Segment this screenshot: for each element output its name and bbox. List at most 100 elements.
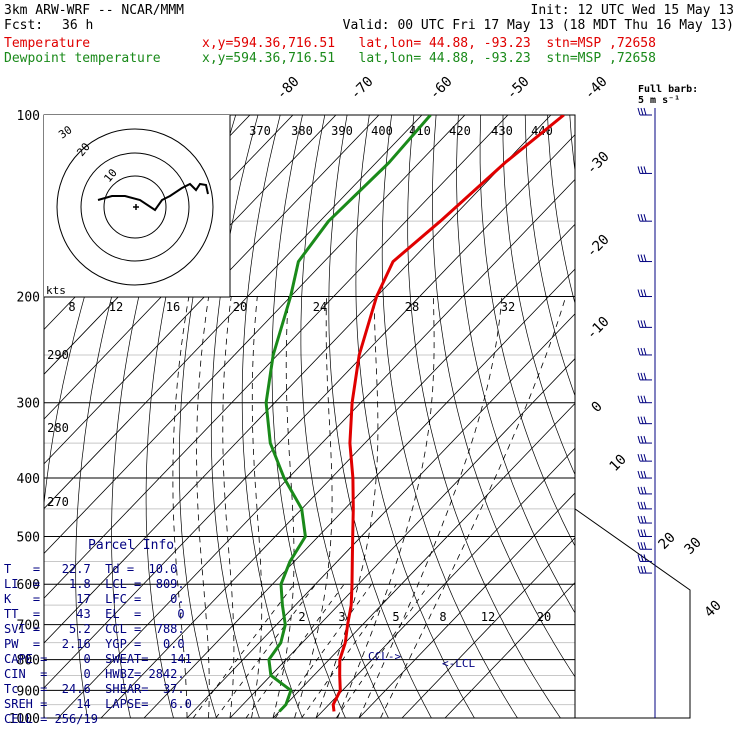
wind-barb-flag <box>637 107 641 116</box>
pressure-tick-label: 900 <box>17 684 40 699</box>
mixing-ratio-label: 20 <box>537 610 551 624</box>
wind-barb-flag <box>643 372 647 381</box>
isotherm-line <box>44 115 552 644</box>
parcel-info-row: Tc = 24.6 SHEAR= 37. <box>4 682 185 696</box>
wind-barb-flag <box>637 395 641 403</box>
theta-label: 380 <box>291 124 313 138</box>
barb-legend-line1: Full barb: <box>638 84 699 95</box>
wind-barb-flag <box>640 107 644 116</box>
wind-barb-flag <box>637 347 641 356</box>
wind-barb-flag <box>637 254 641 262</box>
barb-legend-line2: 5 m s⁻¹ <box>638 95 681 106</box>
moist-adiabat-line <box>272 296 295 718</box>
mixing-ratio-line <box>192 583 295 718</box>
wind-barb-flag <box>643 486 647 495</box>
hodograph-speed-label: 32 <box>501 300 515 314</box>
pressure-tick-label: 100 <box>17 109 40 124</box>
mixing-ratio-label: 2 <box>298 610 305 624</box>
isotherm-line <box>44 115 337 420</box>
wind-barb-flag <box>643 214 647 222</box>
wind-barb-flag <box>640 416 644 424</box>
wind-barb-flag <box>643 554 647 562</box>
wind-barb-flag <box>643 542 647 550</box>
pressure-tick-label: 600 <box>17 578 40 593</box>
wind-barb-flag <box>640 542 644 550</box>
dry-adiabat-line <box>547 115 575 305</box>
wind-barb-flag <box>637 454 641 462</box>
isotherm-line <box>44 115 423 510</box>
dry-adiabat-line <box>241 115 303 718</box>
wind-barb-flag <box>640 454 644 462</box>
isotherm-line <box>57 178 575 718</box>
pressure-tick-label: 200 <box>17 291 40 306</box>
wind-barb-flag <box>643 289 647 297</box>
wind-barb-flag <box>643 395 647 403</box>
ccl-marker-label: CCL-> <box>368 650 401 663</box>
isotherm-line <box>401 537 575 718</box>
moist-adiabat-line <box>251 296 263 718</box>
dry-adiabat-line <box>145 115 214 718</box>
wind-barb-flag <box>640 395 644 403</box>
hodograph-ring <box>56 128 214 286</box>
wind-barb-flag <box>640 289 644 297</box>
isotherm-line <box>358 492 575 718</box>
hodograph-ring <box>80 152 190 262</box>
wind-barb-flag <box>637 372 641 381</box>
theta-label: 370 <box>249 124 271 138</box>
dry-adiabat-line <box>300 115 389 718</box>
parcel-info-row: LI = 1.8 LCL = 809. <box>4 577 185 591</box>
hodograph-background <box>44 115 230 297</box>
mixing-ratio-label: 12 <box>481 610 495 624</box>
isotherm-line <box>444 582 575 718</box>
pressure-tick-label: 400 <box>17 472 40 487</box>
isotherm-label: 10 <box>607 452 630 475</box>
legend-dewpoint-label: Dewpoint temperature <box>4 51 161 66</box>
theta-label: 270 <box>47 495 69 509</box>
wind-barb-flag <box>637 554 641 562</box>
isotherm-label: -50 <box>504 74 533 103</box>
wind-barb-flag <box>637 435 641 444</box>
isotherm-line <box>229 358 575 718</box>
hodograph-ring-label: 30 <box>56 123 74 141</box>
wind-barb-flag <box>640 501 644 510</box>
wind-barb-flag <box>637 515 641 524</box>
mixing-ratio-line <box>245 583 345 718</box>
wind-barb-flag <box>637 166 641 174</box>
parcel-info-row: CELL = 256/19 <box>4 712 98 726</box>
moist-adiabat-line <box>337 296 435 718</box>
isotherm-label: 30 <box>682 535 705 558</box>
hodograph-speed-label: 12 <box>109 300 123 314</box>
isotherm-line <box>44 115 380 465</box>
mixing-ratio-line <box>301 583 397 718</box>
wind-barb-flag <box>643 501 647 510</box>
wind-barb-flag <box>637 416 641 424</box>
dry-adiabat-line <box>75 115 170 718</box>
moist-adiabat-line <box>196 296 210 718</box>
pressure-tick-label: 500 <box>17 530 40 545</box>
hodograph-speed-label: 28 <box>405 300 419 314</box>
dry-adiabat-line <box>524 115 575 397</box>
wind-barb-flag <box>637 470 641 479</box>
wind-barb-flag <box>640 254 644 262</box>
lcl-marker-label: <-LCL <box>442 657 475 670</box>
isotherm-label: 40 <box>702 598 725 621</box>
moist-adiabat-line <box>172 296 190 718</box>
wind-barb-flag <box>640 486 644 495</box>
isotherm-label: 20 <box>656 530 679 553</box>
wind-barb-flag <box>640 470 644 479</box>
wind-barb-flag <box>643 454 647 462</box>
isotherm-label: 0 <box>589 399 606 416</box>
parcel-info-row: K = 17 LFC = 0. <box>4 592 185 606</box>
dry-adiabat-line <box>44 115 147 718</box>
parcel-info-row: CIN = 0 HWBZ= 2842. <box>4 667 185 681</box>
plot-frame-extension <box>574 508 691 719</box>
dry-adiabat-line <box>178 115 237 718</box>
wind-barb-flag <box>640 320 644 328</box>
legend-dewpoint-info: x,y=594.36,716.51 lat,lon= 44.88, -93.23… <box>202 51 656 66</box>
theta-label: 400 <box>371 124 393 138</box>
wind-barb-flag <box>643 416 647 424</box>
forecast-label: Fcst: <box>4 18 44 33</box>
wind-barb-flag <box>643 435 647 444</box>
isotherm-line <box>100 223 575 718</box>
